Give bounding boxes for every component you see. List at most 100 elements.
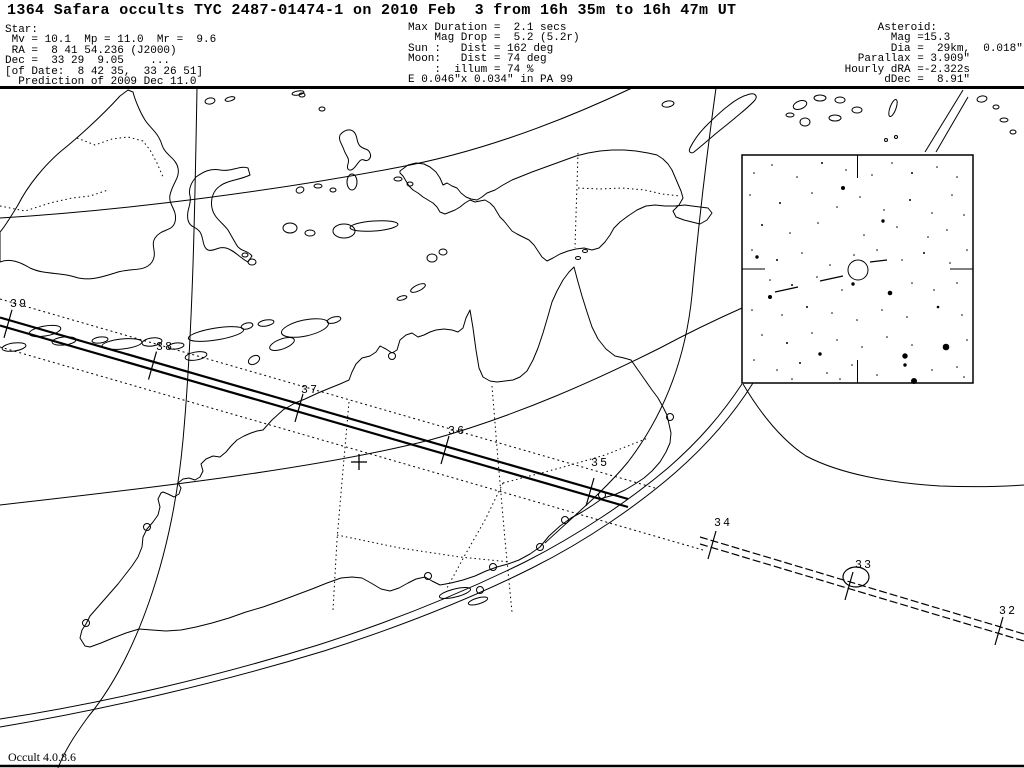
star-dot [753, 172, 755, 174]
path-label-35: 35 [591, 457, 609, 470]
star-dot [961, 314, 963, 316]
island [298, 92, 306, 98]
path-label-36: 36 [448, 425, 466, 438]
star-dot [839, 378, 841, 380]
star-dot [931, 369, 933, 371]
star-dot [911, 172, 913, 174]
border-newguinea-h [577, 187, 681, 197]
city-markers [82, 352, 674, 627]
target-star-circle [847, 259, 869, 281]
star-dot [817, 222, 819, 224]
parallel-line-south [0, 307, 743, 506]
city-marker [598, 491, 606, 499]
island [393, 176, 403, 182]
path-label-34: 34 [714, 517, 732, 530]
island [467, 596, 489, 606]
small-islands [1, 90, 1017, 606]
island [575, 256, 581, 260]
island [240, 322, 254, 330]
tick-38 [147, 351, 158, 380]
island [318, 106, 326, 112]
star-dot [876, 249, 878, 251]
star-dot [863, 234, 865, 236]
island [280, 318, 330, 338]
island [834, 96, 846, 104]
meridian-line-east [544, 87, 717, 544]
island [792, 100, 808, 110]
city-marker [561, 516, 569, 524]
path-label-33: 33 [855, 559, 873, 572]
star-dot [789, 232, 791, 234]
star-dot [851, 282, 855, 286]
star-dot [851, 364, 853, 366]
inset-background [741, 154, 974, 384]
occultation-path [0, 316, 629, 509]
island [247, 354, 261, 366]
island [438, 248, 448, 256]
star-dot [799, 362, 801, 364]
star-dot [871, 174, 873, 176]
star-dot [883, 209, 885, 211]
coastlines [0, 89, 757, 648]
island [894, 135, 898, 139]
city-marker [143, 523, 151, 531]
city-marker [424, 572, 432, 580]
coast-sulawesi [187, 166, 253, 263]
path-label-32: 32 [999, 605, 1017, 618]
star-dot [781, 314, 783, 316]
star-dot [902, 353, 908, 359]
star-dot [931, 212, 933, 214]
island [349, 220, 399, 232]
island [332, 223, 356, 239]
star-dot [753, 359, 755, 361]
island [999, 117, 1009, 123]
star-dot [951, 194, 953, 196]
star-dot [836, 206, 838, 208]
meridian-line-west [57, 87, 198, 768]
star-dot [911, 344, 913, 346]
island [346, 173, 358, 191]
star-dot [906, 316, 908, 318]
dotted-borders [0, 136, 681, 613]
limb-upper-segment-a [924, 89, 964, 153]
coast-australia [79, 266, 672, 648]
city-marker [536, 543, 544, 551]
star-dot [786, 342, 788, 344]
star-dot [816, 276, 818, 278]
asteroid-trail-dashes [774, 259, 888, 293]
star-dot [801, 252, 803, 254]
star-dot [779, 202, 781, 204]
limb-arc-inner [0, 382, 754, 728]
star-dot [942, 343, 950, 351]
island [976, 95, 988, 103]
star-dot [881, 309, 883, 311]
star-dot [901, 259, 903, 261]
tick-37 [294, 393, 304, 423]
star-dot [821, 162, 823, 164]
island [313, 183, 323, 189]
star-dot [796, 176, 798, 178]
limb-arcs-above-inset [924, 89, 969, 153]
path-label-37: 37 [301, 384, 319, 397]
tick-32 [994, 616, 1004, 646]
path-thin-south [699, 543, 1024, 642]
city-marker [82, 619, 90, 627]
star-dot [845, 169, 847, 171]
island [1009, 129, 1017, 135]
star-dot [751, 249, 753, 251]
border-nt-qld [491, 385, 513, 613]
star-dot [887, 290, 893, 296]
coast-borneo [0, 89, 179, 280]
star-dot [876, 374, 878, 376]
star-dot [966, 339, 968, 341]
star-dot [966, 249, 968, 251]
star-dot [829, 264, 831, 266]
island [167, 342, 185, 350]
island [291, 90, 305, 96]
border-borneo-2 [0, 189, 109, 212]
island [204, 97, 216, 105]
star-dot [963, 214, 965, 216]
star-dot [791, 378, 793, 380]
star-dot [776, 259, 778, 261]
path-label-39: 39 [10, 298, 28, 311]
